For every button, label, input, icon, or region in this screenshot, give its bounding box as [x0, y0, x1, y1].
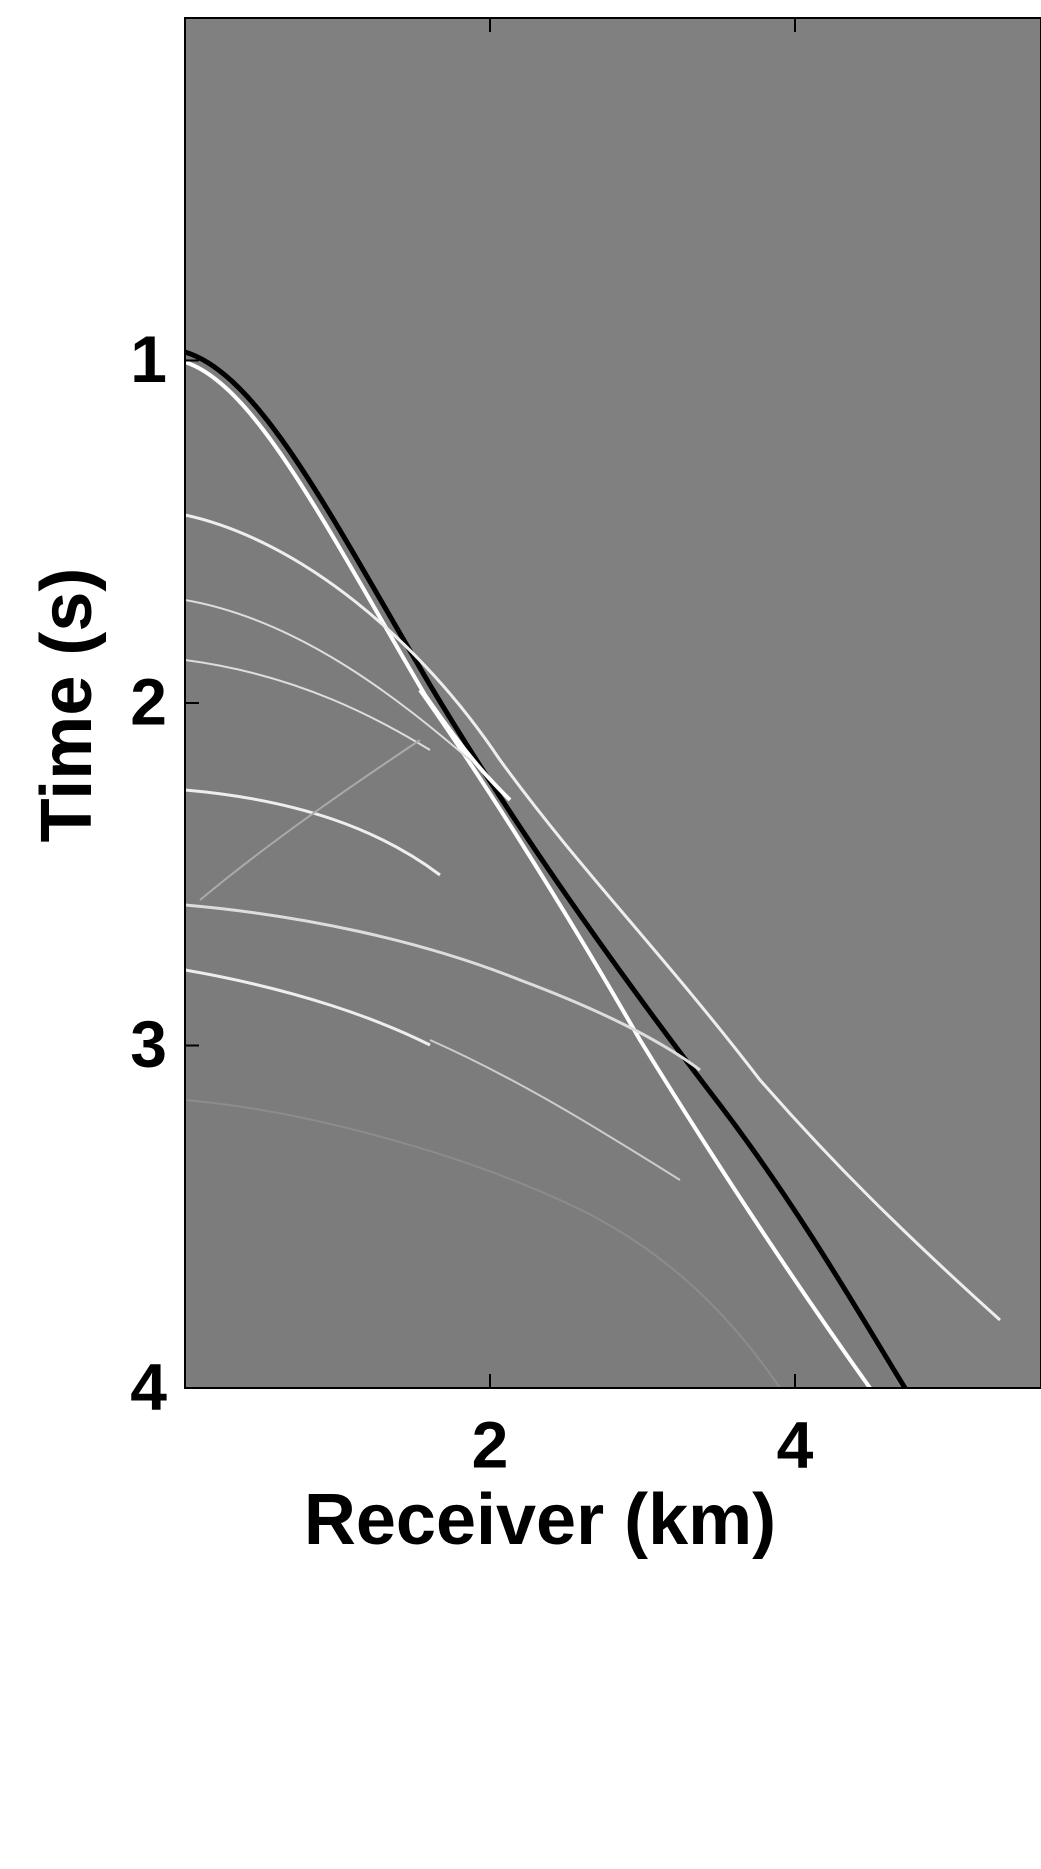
event — [185, 903, 701, 1072]
event — [429, 1039, 681, 1181]
event — [185, 513, 1002, 1322]
x-tick-label: 2 — [472, 1407, 509, 1481]
x-axis-label: Receiver (km) — [304, 1480, 776, 1560]
y-tick-label: 3 — [130, 1007, 167, 1081]
event — [418, 688, 872, 1388]
event — [185, 599, 471, 761]
y-axis-label: Time (s) — [27, 568, 107, 843]
seismic-events — [185, 349, 1002, 1388]
event — [185, 788, 441, 877]
y-tick-label: 4 — [130, 1349, 167, 1423]
y-tick-label: 1 — [130, 322, 167, 396]
event — [199, 739, 421, 901]
y-tick-label: 2 — [130, 664, 167, 738]
event — [185, 1099, 781, 1388]
gather-region — [185, 355, 900, 1388]
event — [185, 360, 512, 802]
event — [185, 659, 431, 751]
x-tick-label: 4 — [777, 1407, 814, 1481]
event — [185, 968, 431, 1047]
event — [185, 349, 908, 1388]
